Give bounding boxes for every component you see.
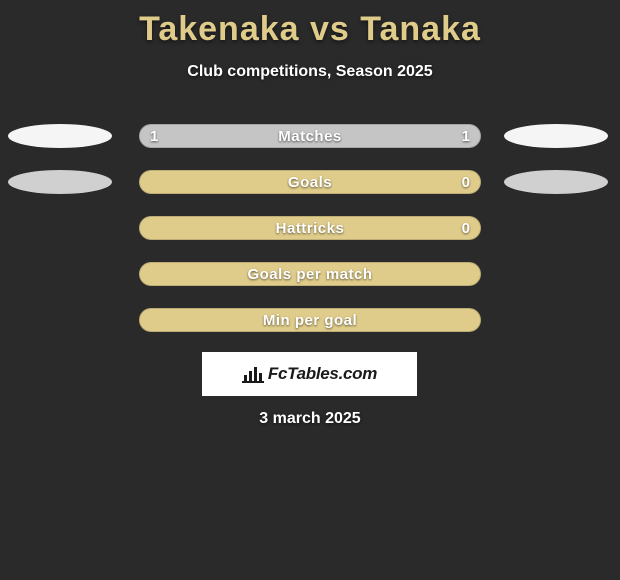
stat-row: Goals per match: [0, 258, 620, 304]
stat-label: Hattricks: [276, 220, 345, 237]
stat-value-right: 0: [462, 174, 470, 191]
stat-value-left: 1: [150, 128, 158, 145]
stat-row: 1 Matches 1: [0, 120, 620, 166]
stat-bar: Hattricks 0: [139, 216, 481, 240]
bar-chart-icon: [242, 365, 264, 383]
stat-bar: Min per goal: [139, 308, 481, 332]
date-label: 3 march 2025: [0, 410, 620, 428]
stat-row: Min per goal: [0, 304, 620, 350]
page-title: Takenaka vs Tanaka: [0, 0, 620, 49]
stat-bar: Goals per match: [139, 262, 481, 286]
stat-row: Hattricks 0: [0, 212, 620, 258]
stat-label: Goals: [288, 174, 332, 191]
stat-label: Goals per match: [247, 266, 372, 283]
stat-value-right: 0: [462, 220, 470, 237]
stat-marker-left: [8, 124, 112, 148]
subtitle: Club competitions, Season 2025: [0, 63, 620, 81]
stat-bar: 1 Matches 1: [139, 124, 481, 148]
stat-label: Matches: [278, 128, 342, 145]
stat-marker-right: [504, 124, 608, 148]
footer-brand-box[interactable]: FcTables.com: [202, 352, 417, 396]
stat-value-right: 1: [462, 128, 470, 145]
stats-container: 1 Matches 1 Goals 0 Hattricks 0 Goals pe…: [0, 120, 620, 350]
stat-marker-right: [504, 170, 608, 194]
stat-label: Min per goal: [263, 312, 357, 329]
stat-bar: Goals 0: [139, 170, 481, 194]
footer-brand-text: FcTables.com: [268, 364, 377, 384]
stat-marker-left: [8, 170, 112, 194]
stat-row: Goals 0: [0, 166, 620, 212]
